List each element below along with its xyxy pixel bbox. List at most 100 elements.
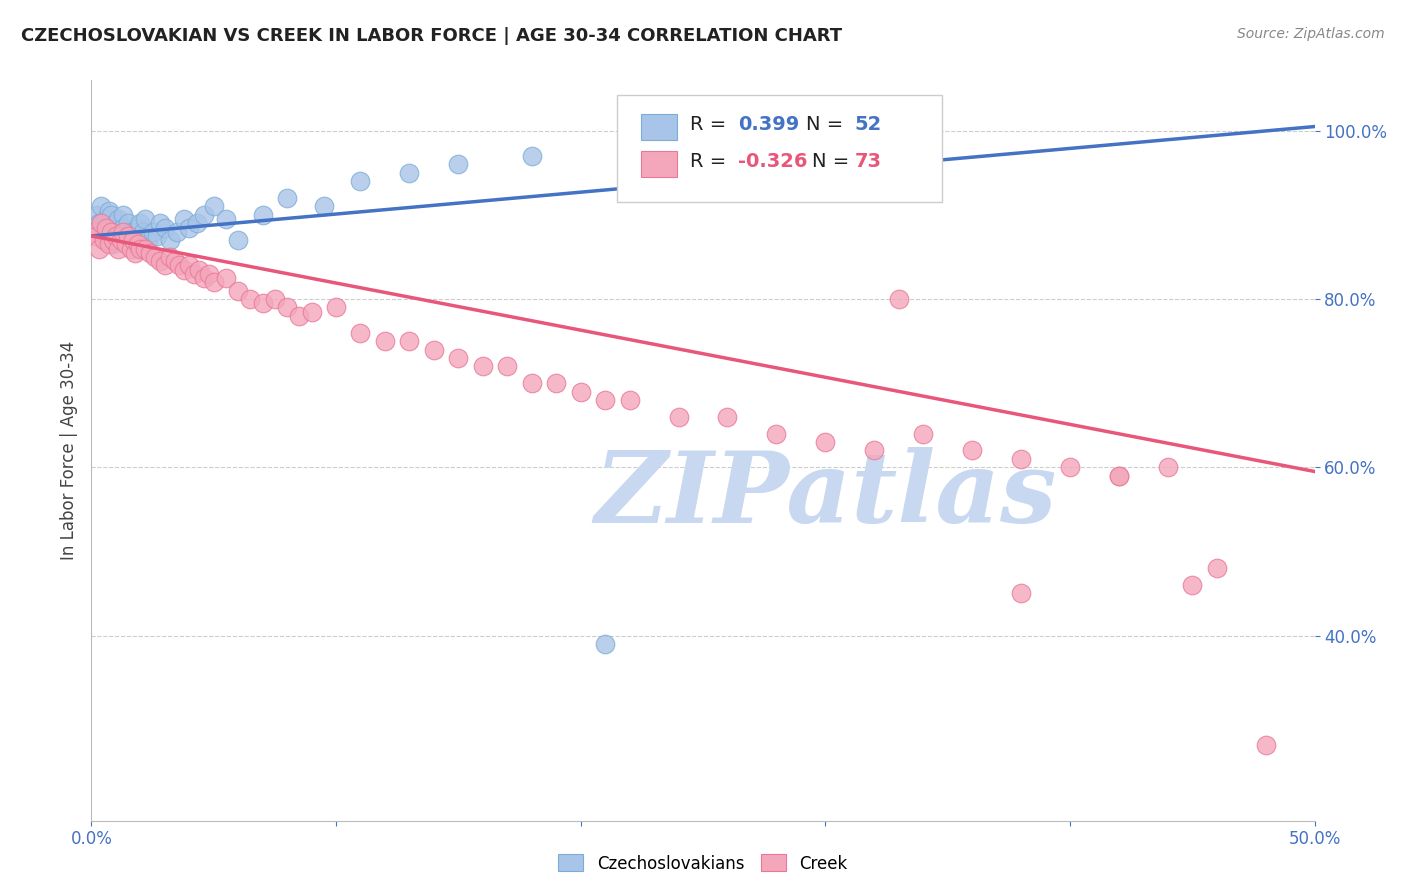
Point — [520, 149, 543, 163]
Point — [117, 228, 139, 243]
Point — [215, 271, 238, 285]
Point — [179, 220, 201, 235]
Point — [122, 233, 145, 247]
Point — [141, 225, 163, 239]
Point — [110, 233, 132, 247]
Point — [104, 225, 127, 239]
Point — [215, 212, 238, 227]
Point — [127, 220, 149, 235]
Point — [193, 208, 215, 222]
Text: R =: R = — [689, 153, 733, 171]
Text: Source: ZipAtlas.com: Source: ZipAtlas.com — [1237, 27, 1385, 41]
Point — [887, 292, 910, 306]
Point — [107, 212, 129, 227]
Point — [153, 259, 176, 273]
Point — [447, 351, 470, 365]
Point — [149, 254, 172, 268]
Point — [447, 157, 470, 171]
Point — [193, 271, 215, 285]
Point — [90, 216, 112, 230]
Point — [179, 259, 201, 273]
Point — [1010, 586, 1032, 600]
Point — [252, 296, 274, 310]
Point — [84, 208, 107, 222]
Point — [398, 334, 420, 348]
Point — [97, 203, 120, 218]
Text: -0.326: -0.326 — [738, 153, 808, 171]
Point — [1108, 468, 1130, 483]
Point — [960, 443, 983, 458]
Point — [83, 220, 105, 235]
Point — [239, 292, 262, 306]
Point — [103, 233, 125, 247]
Point — [349, 174, 371, 188]
Point — [1254, 738, 1277, 752]
Point — [692, 157, 714, 171]
Point — [124, 245, 146, 260]
Text: 0.399: 0.399 — [738, 115, 800, 134]
Point — [132, 225, 155, 239]
Point — [301, 304, 323, 318]
Point — [104, 228, 127, 243]
Point — [276, 191, 298, 205]
Point — [166, 225, 188, 239]
Point — [112, 225, 135, 239]
Point — [93, 233, 115, 247]
Point — [159, 233, 181, 247]
Point — [349, 326, 371, 340]
Point — [423, 343, 446, 357]
Point — [112, 220, 135, 235]
Point — [186, 216, 208, 230]
Point — [1205, 561, 1227, 575]
Point — [136, 233, 159, 247]
Point — [619, 392, 641, 407]
Text: 73: 73 — [855, 153, 882, 171]
Point — [226, 284, 249, 298]
Point — [173, 212, 195, 227]
Point — [1059, 460, 1081, 475]
Point — [863, 443, 886, 458]
Point — [139, 245, 162, 260]
Point — [252, 208, 274, 222]
Point — [87, 242, 110, 256]
Point — [134, 212, 156, 227]
Point — [114, 228, 136, 243]
Point — [188, 262, 211, 277]
Point — [143, 250, 166, 264]
Point — [496, 359, 519, 374]
Point — [100, 208, 122, 222]
Point — [183, 267, 205, 281]
Point — [94, 212, 117, 227]
Point — [593, 637, 616, 651]
Point — [83, 225, 105, 239]
Point — [546, 376, 568, 391]
Point — [912, 426, 935, 441]
Point — [97, 237, 120, 252]
FancyBboxPatch shape — [641, 151, 678, 177]
Point — [159, 250, 181, 264]
Point — [1010, 451, 1032, 466]
Point — [90, 199, 112, 213]
Point — [163, 254, 186, 268]
Point — [471, 359, 494, 374]
Point — [120, 225, 142, 239]
FancyBboxPatch shape — [617, 95, 942, 202]
Point — [668, 409, 690, 424]
Point — [100, 228, 122, 243]
Point — [312, 199, 335, 213]
Point — [112, 208, 135, 222]
Point — [87, 216, 110, 230]
Text: R =: R = — [689, 115, 733, 134]
Point — [814, 435, 837, 450]
Point — [107, 242, 129, 256]
Point — [173, 262, 195, 277]
Point — [110, 233, 132, 247]
Point — [114, 237, 136, 252]
Point — [129, 216, 152, 230]
Text: ZIPatlas: ZIPatlas — [595, 447, 1056, 543]
Point — [134, 242, 156, 256]
Point — [226, 233, 249, 247]
Legend: Czechoslovakians, Creek: Czechoslovakians, Creek — [551, 847, 855, 880]
Point — [103, 237, 125, 252]
Point — [264, 292, 287, 306]
